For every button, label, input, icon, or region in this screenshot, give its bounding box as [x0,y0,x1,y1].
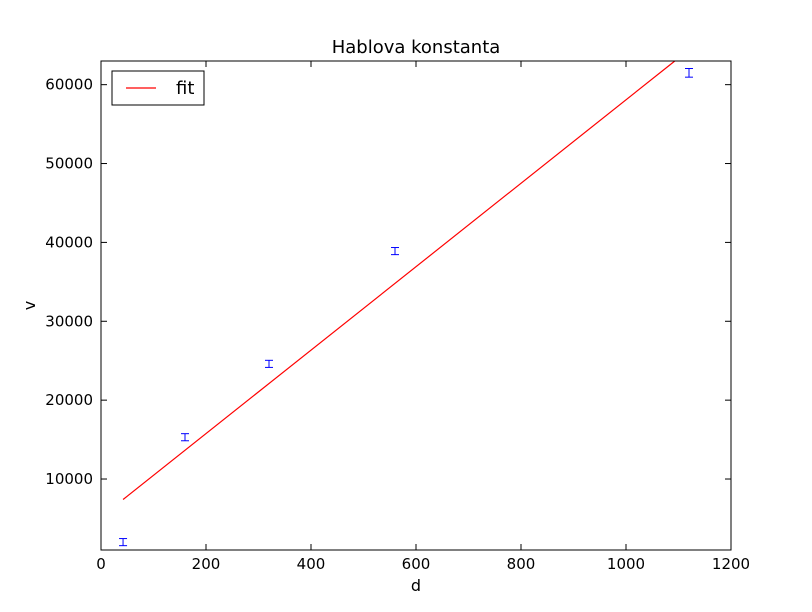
data-point [119,538,128,547]
y-tick-label: 10000 [45,470,93,488]
fit-line [122,60,676,500]
y-axis-label: v [20,301,39,310]
x-tick-label: 600 [402,555,431,573]
y-tick-label: 30000 [45,312,93,330]
y-tick-label: 60000 [45,76,93,94]
legend-label-fit: fit [176,78,194,99]
points-layer [119,67,693,547]
fit-layer [122,60,676,500]
x-tick-label: 400 [297,555,326,573]
x-tick-label: 1200 [712,555,750,573]
x-tick-label: 200 [192,555,221,573]
ticks-layer: 0 200 400 600 800 1000 1200 10000 20000 30000 4000… [45,61,750,573]
x-tick-label: 800 [507,555,536,573]
data-point [391,247,399,256]
data-point [181,433,189,442]
y-tick-label: 40000 [45,233,93,251]
data-point [685,67,693,78]
x-tick-label: 0 [96,555,106,573]
y-tick-label: 50000 [45,155,93,173]
y-tick-label: 20000 [45,391,93,409]
chart-title: Hablova konstanta [332,37,501,58]
data-point [265,359,273,368]
legend: fit [111,70,205,106]
x-axis-label: d [411,576,421,595]
x-tick-label: 1000 [607,555,645,573]
